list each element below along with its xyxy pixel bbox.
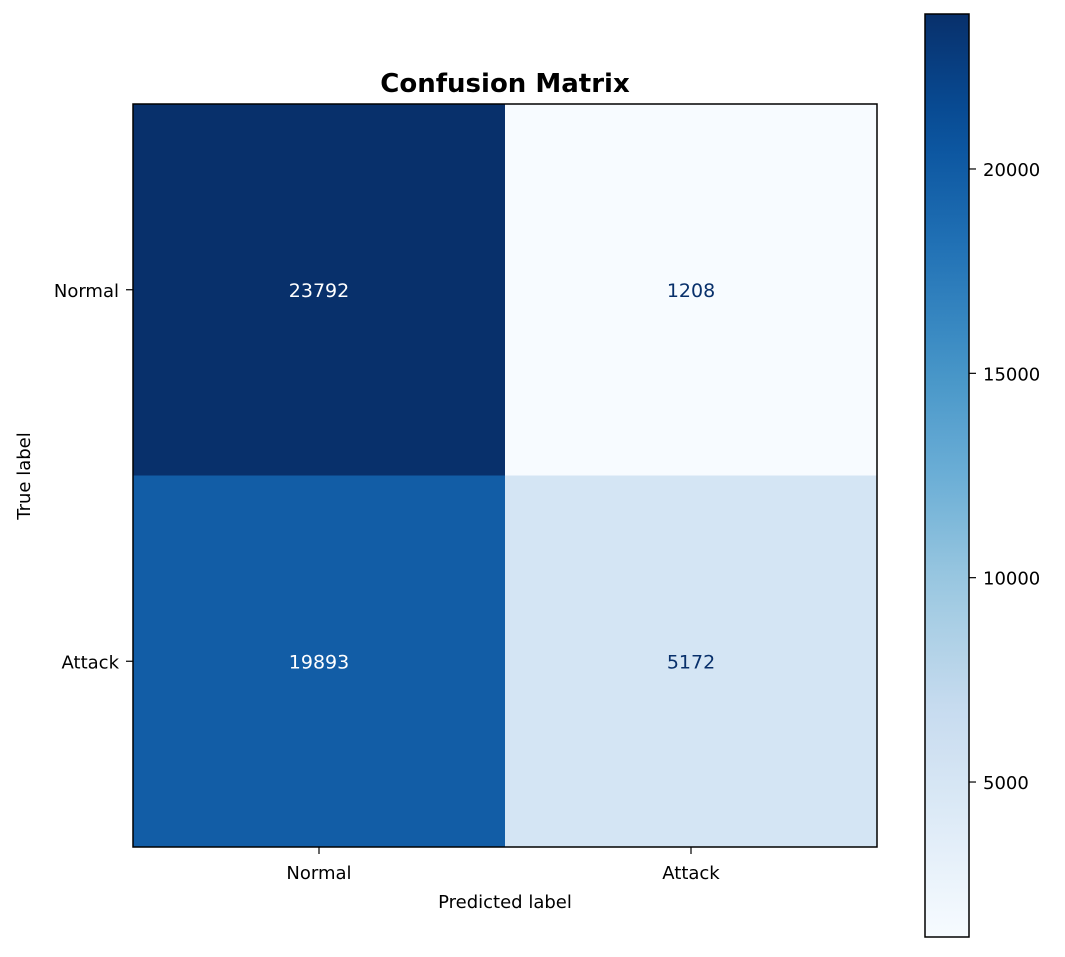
- cell-normal-normal: [133, 104, 505, 476]
- colorbar-tick-label-10000: 10000: [983, 569, 1040, 590]
- cell-normal-attack: [505, 104, 877, 476]
- colorbar: 5000 10000 15000 20000: [924, 13, 1040, 938]
- x-tick-label-normal: Normal: [286, 863, 351, 884]
- chart-title: Confusion Matrix: [380, 69, 630, 99]
- y-tick-label-attack: Attack: [62, 652, 120, 673]
- cell-value-normal-normal: 23792: [289, 280, 349, 302]
- axis-ticks: Normal Attack Normal Attack: [54, 281, 720, 884]
- cell-value-attack-normal: 19893: [289, 651, 349, 673]
- cell-value-normal-attack: 1208: [667, 280, 715, 302]
- cell-value-attack-attack: 5172: [667, 651, 715, 673]
- heatmap-cells: 23792 1208 19893 5172: [132, 103, 878, 848]
- colorbar-tick-label-5000: 5000: [983, 773, 1029, 794]
- cell-attack-normal: [133, 475, 505, 847]
- y-tick-label-normal: Normal: [54, 281, 119, 302]
- colorbar-tick-label-20000: 20000: [983, 160, 1040, 181]
- y-axis-label: True label: [14, 432, 35, 521]
- x-tick-label-attack: Attack: [662, 863, 720, 884]
- cell-attack-attack: [505, 475, 877, 847]
- x-axis-label: Predicted label: [438, 892, 572, 913]
- axes-frame: [132, 103, 878, 848]
- colorbar-gradient: [924, 13, 970, 938]
- colorbar-tick-label-15000: 15000: [983, 364, 1040, 385]
